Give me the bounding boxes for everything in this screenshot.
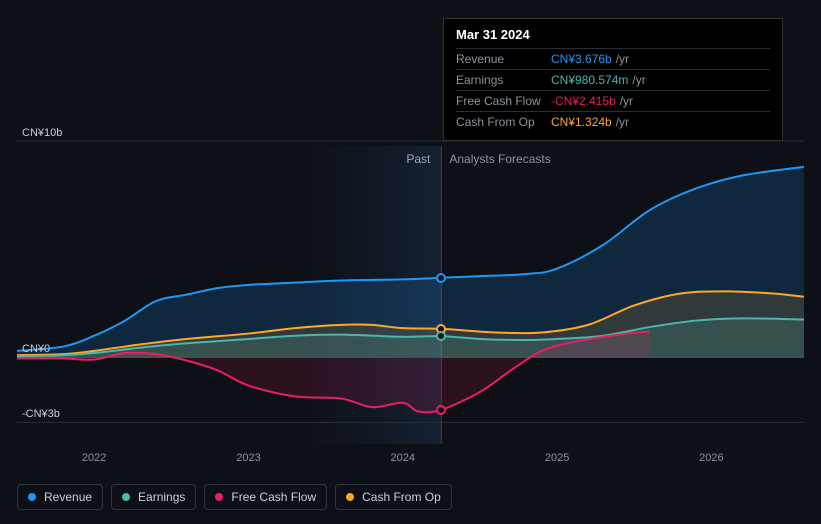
x-axis-label: 2023	[236, 452, 260, 464]
x-axis-label: 2025	[545, 452, 569, 464]
tooltip-value: CN¥1.324b	[551, 115, 612, 129]
legend-dot-icon	[28, 493, 36, 501]
x-axis-label: 2026	[699, 452, 723, 464]
y-axis-label: CN¥10b	[22, 127, 62, 141]
x-axis: 2022 2023 2024 2025 2026	[17, 452, 804, 472]
tooltip-value: -CN¥2.415b	[551, 94, 616, 108]
tooltip-value: CN¥980.574m	[551, 73, 628, 87]
tooltip-row-revenue: Revenue CN¥3.676b /yr	[456, 48, 770, 69]
tooltip-label: Revenue	[456, 52, 551, 66]
legend-item-revenue[interactable]: Revenue	[17, 484, 103, 510]
chart-svg	[17, 130, 804, 444]
chart-legend: Revenue Earnings Free Cash Flow Cash Fro…	[17, 484, 452, 510]
x-axis-label: 2024	[391, 452, 415, 464]
tooltip-label: Free Cash Flow	[456, 94, 551, 108]
tooltip-suffix: /yr	[616, 115, 629, 129]
legend-item-fcf[interactable]: Free Cash Flow	[204, 484, 327, 510]
plot-area[interactable]	[17, 130, 804, 444]
tooltip-label: Earnings	[456, 73, 551, 87]
financials-chart: Mar 31 2024 Revenue CN¥3.676b /yr Earnin…	[0, 0, 821, 524]
tooltip-suffix: /yr	[632, 73, 645, 87]
legend-dot-icon	[346, 493, 354, 501]
y-axis-label: CN¥0	[22, 343, 50, 357]
legend-label: Earnings	[138, 490, 185, 504]
legend-item-earnings[interactable]: Earnings	[111, 484, 196, 510]
chart-tooltip: Mar 31 2024 Revenue CN¥3.676b /yr Earnin…	[443, 18, 783, 141]
legend-label: Cash From Op	[362, 490, 441, 504]
tooltip-value: CN¥3.676b	[551, 52, 612, 66]
chart-marker-earnings	[436, 331, 446, 341]
tooltip-row-cfo: Cash From Op CN¥1.324b /yr	[456, 111, 770, 132]
y-axis-label: -CN¥3b	[22, 408, 60, 422]
legend-dot-icon	[215, 493, 223, 501]
legend-label: Revenue	[44, 490, 92, 504]
legend-dot-icon	[122, 493, 130, 501]
legend-item-cfo[interactable]: Cash From Op	[335, 484, 452, 510]
tooltip-title: Mar 31 2024	[456, 27, 770, 42]
tooltip-label: Cash From Op	[456, 115, 551, 129]
tooltip-row-earnings: Earnings CN¥980.574m /yr	[456, 69, 770, 90]
tooltip-row-fcf: Free Cash Flow -CN¥2.415b /yr	[456, 90, 770, 111]
chart-marker-fcf	[436, 405, 446, 415]
x-axis-label: 2022	[82, 452, 106, 464]
tooltip-suffix: /yr	[620, 94, 633, 108]
legend-label: Free Cash Flow	[231, 490, 316, 504]
chart-marker-revenue	[436, 273, 446, 283]
tooltip-suffix: /yr	[616, 52, 629, 66]
